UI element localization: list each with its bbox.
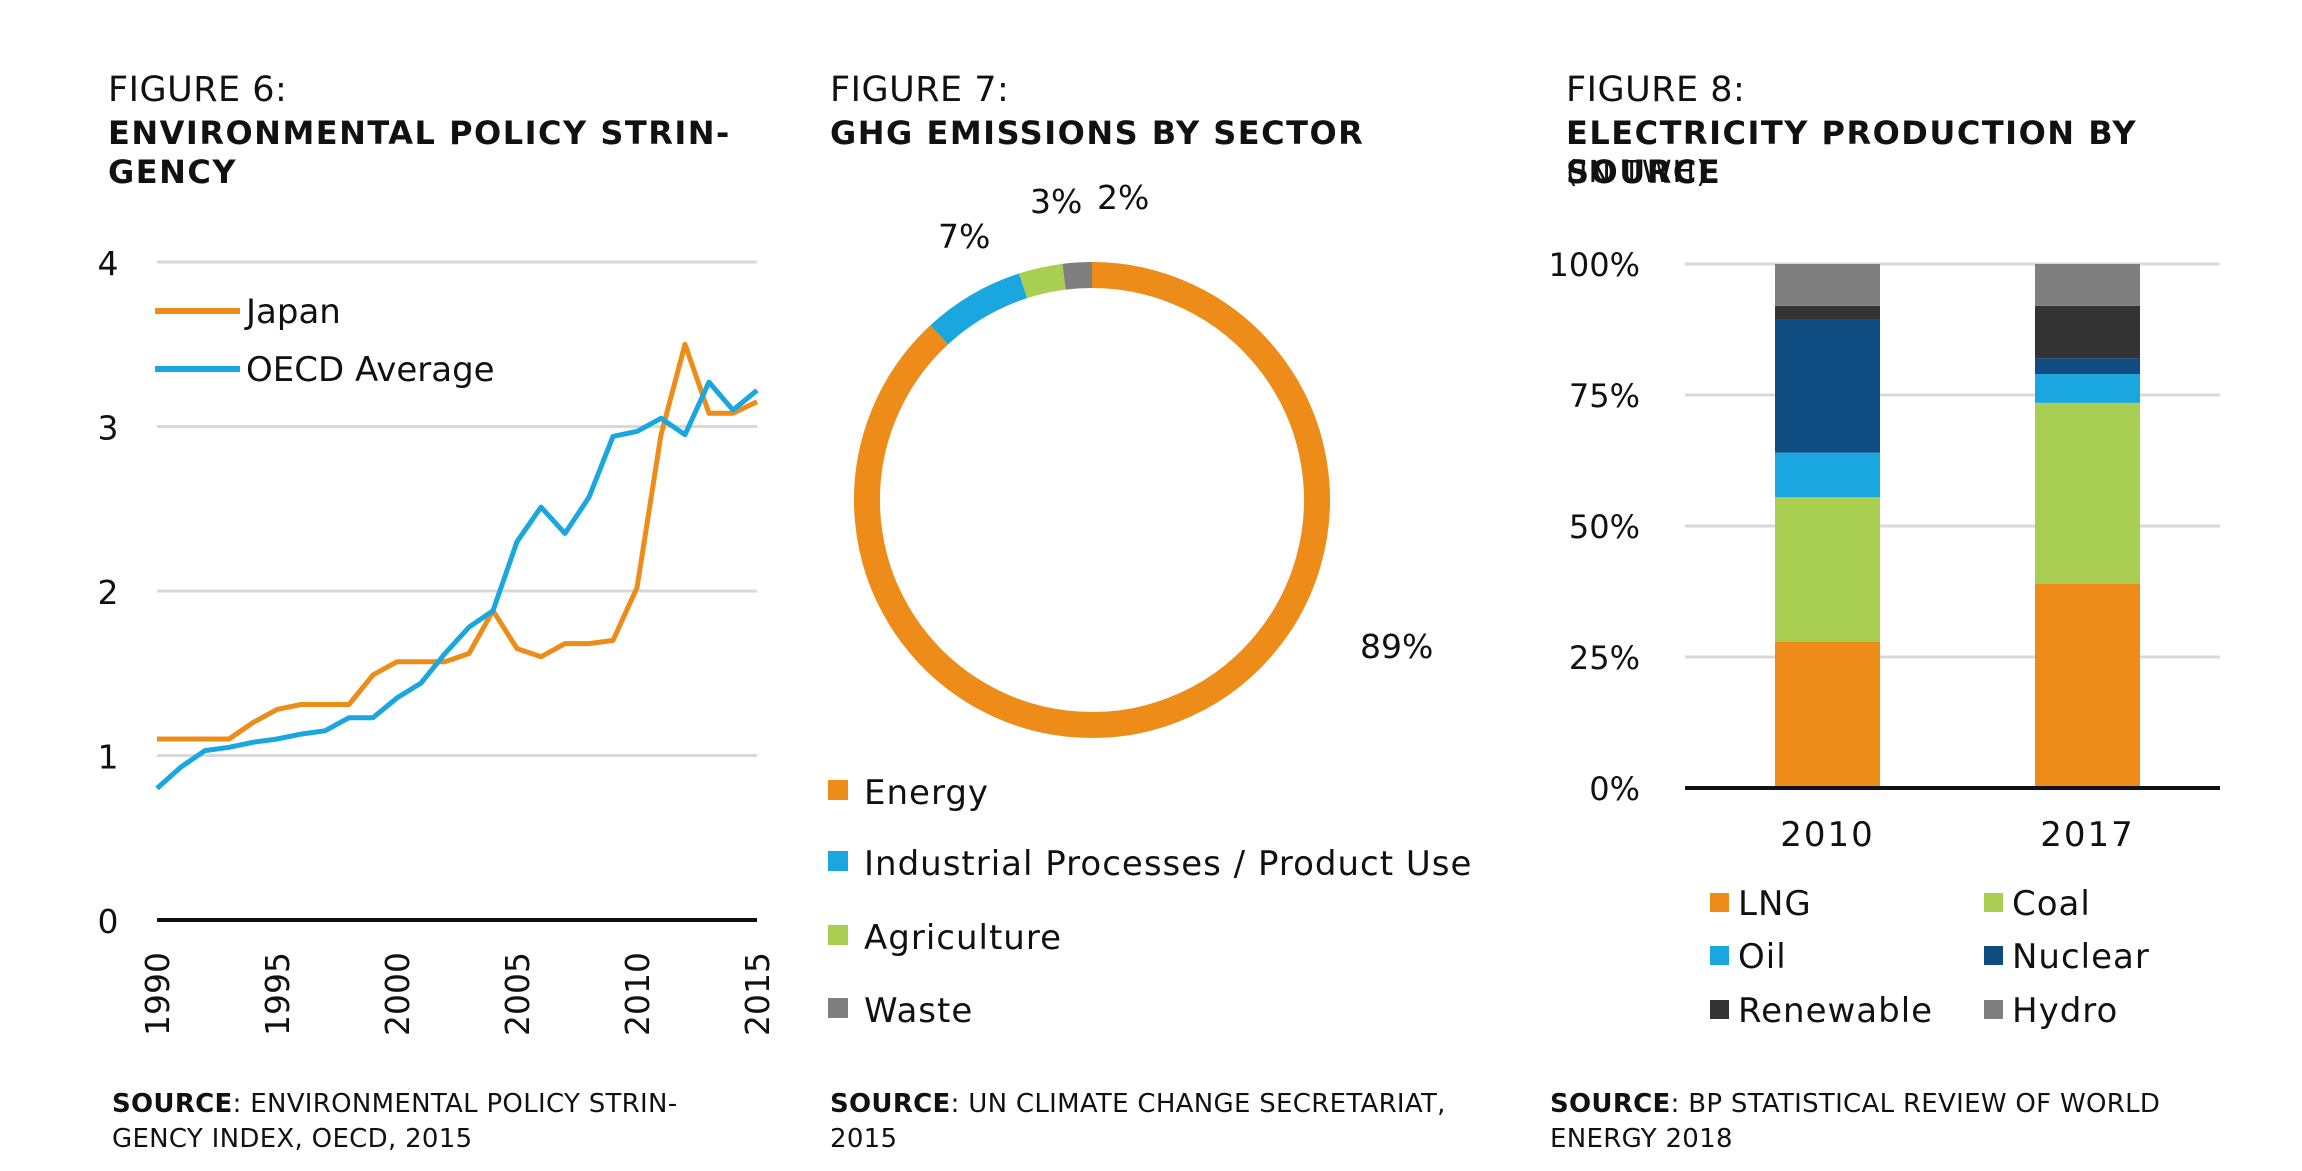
legend-swatch-waste bbox=[828, 998, 848, 1018]
y-tick-label-1: 1 bbox=[98, 738, 119, 777]
bar-2017-hydro bbox=[2035, 264, 2140, 306]
figure-6-panel: FIGURE 6: ENVIRONMENTAL POLICY STRIN- GE… bbox=[0, 0, 790, 1171]
figure-8-source-line2: ENERGY 2018 bbox=[1550, 1124, 1733, 1154]
figure-8-source-line1: : BP STATISTICAL REVIEW OF WORLD bbox=[1670, 1089, 2161, 1119]
legend-swatch-agriculture bbox=[828, 925, 848, 945]
figure-7-source-line2: 2015 bbox=[830, 1124, 898, 1154]
data-label-waste: 2% bbox=[1097, 178, 1149, 217]
legend-label-coal: Coal bbox=[2012, 884, 2091, 924]
series-line-japan bbox=[157, 341, 759, 742]
legend-label-energy: Energy bbox=[864, 773, 989, 813]
bar-2017-nuclear bbox=[2035, 358, 2140, 375]
legend-label-industrial-processes-product-use: Industrial Processes / Product Use bbox=[864, 844, 1472, 884]
bar-2017-renewable bbox=[2035, 305, 2140, 359]
figure-6-title-line2: GENCY bbox=[108, 153, 238, 191]
legend-label-renewable: Renewable bbox=[1738, 991, 1933, 1031]
donut-slice-agriculture bbox=[1019, 263, 1066, 299]
figure-7-title: GHG EMISSIONS BY SECTOR bbox=[830, 114, 1365, 152]
x-tick-label-2005: 2005 bbox=[498, 952, 537, 1036]
y-tick-label-50: 50% bbox=[1569, 508, 1640, 546]
bar-2010-lng bbox=[1775, 641, 1880, 788]
bar-2010-nuclear bbox=[1775, 319, 1880, 453]
legend-swatch-renewable bbox=[1710, 1000, 1729, 1019]
x-tick-label-2010: 2010 bbox=[618, 952, 657, 1036]
y-tick-label-0: 0% bbox=[1589, 770, 1640, 808]
legend-swatch-hydro bbox=[1984, 1000, 2003, 1019]
x-tick-label-1990: 1990 bbox=[138, 952, 177, 1036]
legend-label-waste: Waste bbox=[864, 991, 973, 1031]
figure-7-panel: FIGURE 7: GHG EMISSIONS BY SECTOR 89% 7% 3… bbox=[790, 0, 1530, 1171]
bar-2010-oil bbox=[1775, 452, 1880, 498]
data-label-industrial-processes-product-use: 7% bbox=[938, 217, 990, 256]
data-label-agriculture: 3% bbox=[1030, 182, 1082, 221]
series-line-oecd-average bbox=[155, 379, 759, 791]
y-tick-label-75: 75% bbox=[1569, 377, 1640, 415]
figure-6-source-line1: : ENVIRONMENTAL POLICY STRIN- bbox=[232, 1089, 678, 1119]
legend-swatch-industrial-processes-product-use bbox=[828, 851, 848, 871]
figure-8-number: FIGURE 8: bbox=[1566, 70, 1746, 110]
figure-6-line-chart: 0 1 2 3 4 1990 1995 2000 2005 2010 2015 Japan OECD A… bbox=[98, 244, 778, 1036]
figure-7-source-line1: : UN CLIMATE CHANGE SECRETARIAT, bbox=[950, 1089, 1446, 1119]
y-tick-label-2: 2 bbox=[98, 573, 119, 612]
figure-7-source: SOURCE: UN CLIMATE CHANGE SECRETARIAT, 2… bbox=[830, 1087, 1446, 1157]
figure-8-stacked-bar-chart: 0% 25% 50% 75% 100% 2010 2017 LNG Coal Oil Nuclear… bbox=[1549, 246, 2220, 1031]
y-tick-label-100: 100% bbox=[1549, 246, 1640, 284]
bar-2017-coal bbox=[2035, 402, 2140, 584]
y-tick-label-0: 0 bbox=[98, 902, 119, 941]
legend-label-agriculture: Agriculture bbox=[864, 918, 1062, 958]
figure-8-panel: FIGURE 8: ELECTRICITY PRODUCTION BY SOUR… bbox=[1530, 0, 2302, 1171]
y-tick-label-3: 3 bbox=[98, 409, 119, 448]
legend-swatch-oil bbox=[1710, 946, 1729, 965]
donut-slice-energy bbox=[854, 262, 1330, 738]
legend-label-lng: LNG bbox=[1738, 884, 1812, 924]
legend-label-japan: Japan bbox=[244, 292, 341, 332]
bar-2010-renewable bbox=[1775, 305, 1880, 320]
x-tick-label-1995: 1995 bbox=[258, 952, 297, 1036]
legend-swatch-energy bbox=[828, 780, 848, 800]
donut-slice-industrial-processes-product-use bbox=[930, 273, 1028, 345]
figure-6-title-line1: ENVIRONMENTAL POLICY STRIN- bbox=[108, 114, 731, 152]
bar-2010-coal bbox=[1775, 497, 1880, 642]
figure-6-source-line2: GENCY INDEX, OECD, 2015 bbox=[112, 1124, 473, 1154]
legend-swatch-nuclear bbox=[1984, 946, 2003, 965]
bar-2017-oil bbox=[2035, 374, 2140, 403]
figure-7-number: FIGURE 7: bbox=[830, 70, 1010, 110]
x-tick-label-2010: 2010 bbox=[1780, 815, 1875, 855]
x-tick-label-2000: 2000 bbox=[378, 952, 417, 1036]
donut-slice-waste bbox=[1062, 262, 1093, 290]
x-tick-label-2017: 2017 bbox=[2040, 815, 2135, 855]
figure-6-number: FIGURE 6: bbox=[108, 70, 288, 110]
figure-6-source: SOURCE: ENVIRONMENTAL POLICY STRIN- GENC… bbox=[112, 1087, 677, 1157]
figure-6-source-label: SOURCE bbox=[112, 1089, 233, 1119]
figure-6-title: ENVIRONMENTAL POLICY STRIN- GENCY bbox=[108, 114, 731, 192]
data-label-energy: 89% bbox=[1360, 627, 1433, 666]
bar-2017-lng bbox=[2035, 583, 2140, 788]
legend-swatch-lng bbox=[1710, 893, 1729, 912]
legend-swatch-coal bbox=[1984, 893, 2003, 912]
y-tick-label-4: 4 bbox=[98, 244, 119, 283]
legend-label-hydro: Hydro bbox=[2012, 991, 2118, 1031]
legend-label-oil: Oil bbox=[1738, 937, 1787, 977]
figure-7-source-label: SOURCE bbox=[830, 1089, 951, 1119]
figure-8-source-label: SOURCE bbox=[1550, 1089, 1671, 1119]
figure-8-subtitle: (IN TWH) bbox=[1566, 155, 1709, 190]
y-tick-label-25: 25% bbox=[1569, 639, 1640, 677]
figure-8-source: SOURCE: BP STATISTICAL REVIEW OF WORLD E… bbox=[1550, 1087, 2160, 1157]
legend-label-oecd-average: OECD Average bbox=[246, 350, 495, 390]
figure-7-donut-chart: 89% 7% 3% 2% Energy Industrial Processes / Pr… bbox=[828, 178, 1472, 1031]
x-tick-label-2015: 2015 bbox=[738, 952, 777, 1036]
bar-2010-hydro bbox=[1775, 264, 1880, 306]
legend-label-nuclear: Nuclear bbox=[2012, 937, 2150, 977]
figure-8-title: ELECTRICITY PRODUCTION BY SOURCE bbox=[1566, 114, 2137, 191]
